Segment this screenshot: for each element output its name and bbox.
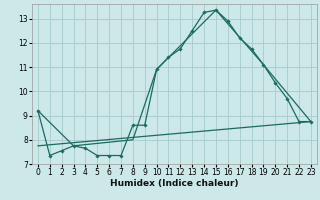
X-axis label: Humidex (Indice chaleur): Humidex (Indice chaleur) bbox=[110, 179, 239, 188]
